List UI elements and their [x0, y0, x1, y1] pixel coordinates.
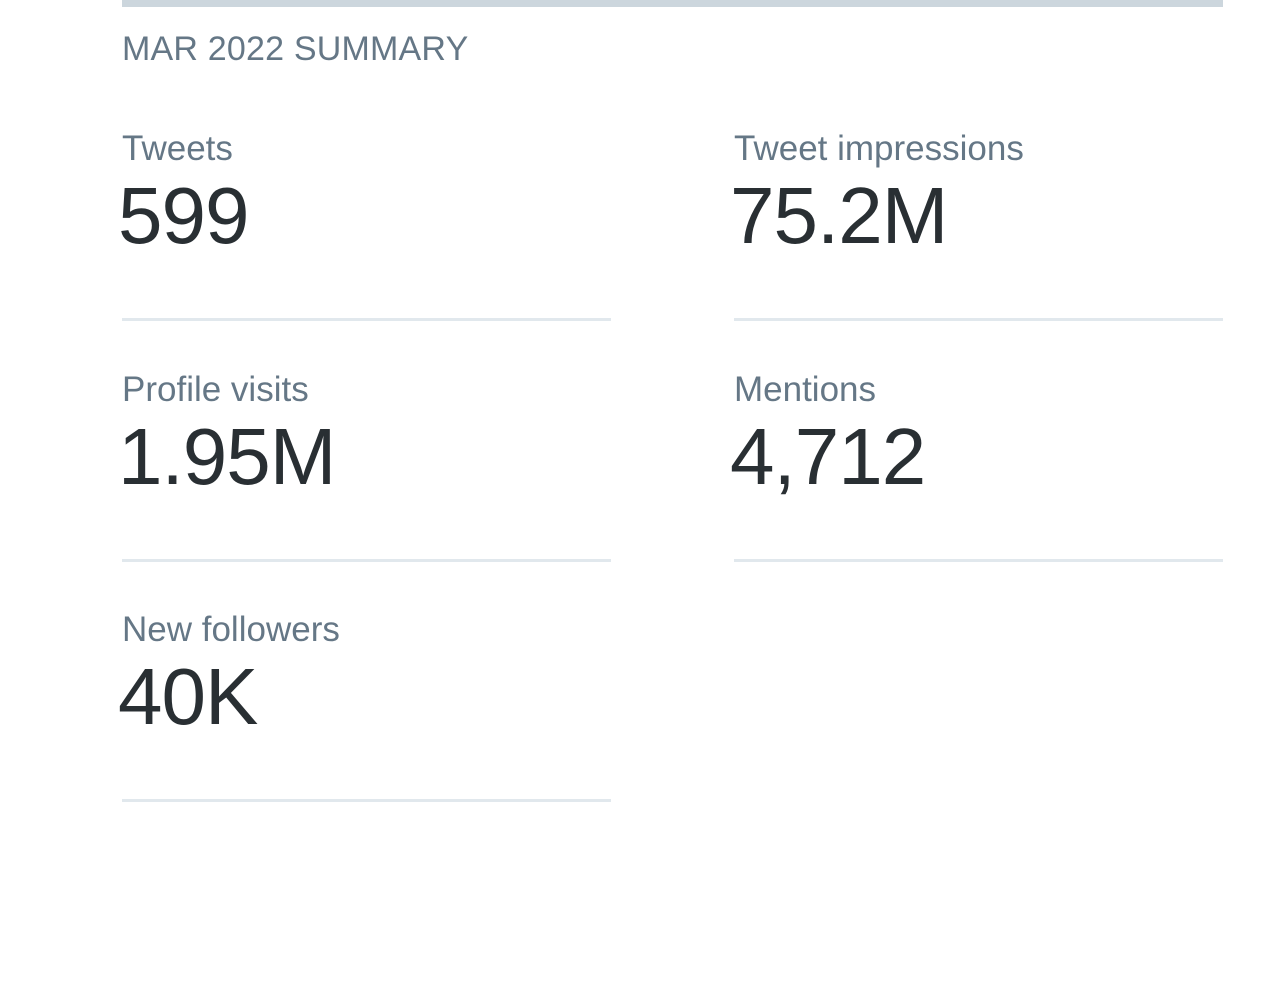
stat-value: 75.2M: [730, 171, 948, 260]
stat-mentions: Mentions 4,712: [730, 370, 1223, 570]
summary-title: MAR 2022 SUMMARY: [122, 30, 469, 68]
stat-divider: [122, 799, 611, 802]
stat-tweets: Tweets 599: [118, 129, 611, 329]
stat-profile-visits: Profile visits 1.95M: [118, 370, 611, 570]
top-divider-bar: [122, 0, 1223, 7]
stat-new-followers: New followers 40K: [118, 610, 611, 810]
stat-label: Profile visits: [122, 370, 309, 409]
stat-divider: [122, 559, 611, 562]
stat-tweet-impressions: Tweet impressions 75.2M: [730, 129, 1223, 329]
stat-value: 1.95M: [118, 412, 336, 501]
stat-value: 599: [118, 171, 249, 260]
stat-label: Tweets: [122, 129, 233, 168]
stat-value: 40K: [118, 652, 258, 741]
stat-divider: [734, 559, 1223, 562]
stat-divider: [734, 318, 1223, 321]
stat-label: Tweet impressions: [734, 129, 1024, 168]
stat-value: 4,712: [730, 412, 926, 501]
stat-label: New followers: [122, 610, 340, 649]
stat-divider: [122, 318, 611, 321]
stat-label: Mentions: [734, 370, 877, 409]
